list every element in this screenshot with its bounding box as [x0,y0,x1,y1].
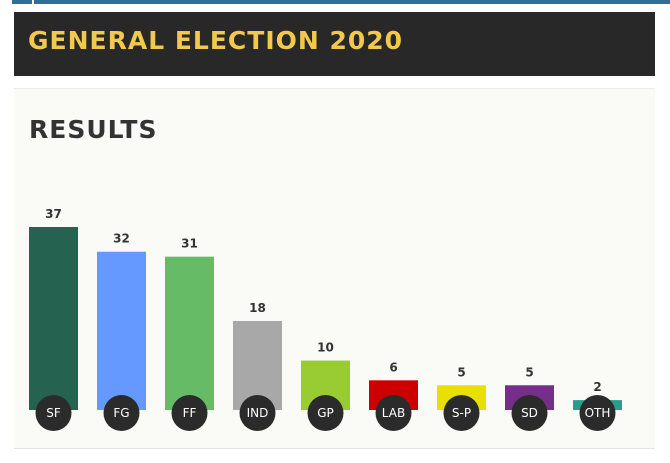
value-label-lab: 6 [389,360,397,374]
bar-fg [97,251,146,410]
category-label-sd: SD [521,406,538,420]
category-label-ind: IND [247,406,269,420]
value-label-s-p: 5 [457,365,465,379]
bottom-divider [14,448,655,449]
party-badge-lab [375,395,412,431]
bar-ff [165,256,214,410]
party-badge-ind [239,395,276,431]
value-label-ind: 18 [249,301,266,315]
category-label-lab: LAB [382,406,405,420]
value-label-gp: 10 [317,341,334,355]
party-badge-fg [103,395,140,431]
top-accent-line-left [12,0,32,4]
category-label-s-p: S-P [452,406,471,420]
category-label-gp: GP [317,406,334,420]
results-heading: RESULTS [29,115,158,144]
header-banner: GENERAL ELECTION 2020 [14,12,655,76]
value-label-fg: 32 [113,232,130,246]
value-label-sf: 37 [45,207,62,221]
party-badge-s-p [443,395,480,431]
category-label-sf: SF [46,406,61,420]
page-title: GENERAL ELECTION 2020 [28,26,404,55]
category-label-ff: FF [183,406,197,420]
party-badge-ff [171,395,208,431]
category-label-oth: OTH [585,406,611,420]
party-badge-oth [579,395,616,431]
party-badge-sd [511,395,548,431]
category-label-fg: FG [113,406,129,420]
value-label-sd: 5 [525,365,533,379]
bar-sf [29,227,78,410]
top-accent-line [34,0,670,4]
party-badge-sf [35,395,72,431]
party-badge-gp [307,395,344,431]
value-label-ff: 31 [181,237,198,251]
value-label-oth: 2 [593,380,601,394]
